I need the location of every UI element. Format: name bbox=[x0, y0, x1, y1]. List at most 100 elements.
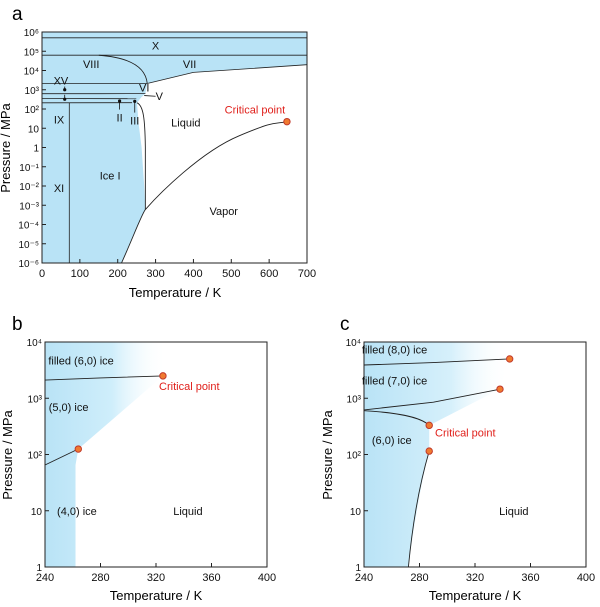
panel-c-x-tick-label: 400 bbox=[577, 572, 595, 584]
phase-label: XV bbox=[54, 76, 69, 88]
ice-phase-region bbox=[42, 32, 307, 263]
panel-label-c: c bbox=[340, 314, 350, 335]
panel-b-y-axis-label: Pressure / MPa bbox=[0, 409, 15, 499]
panel-a-y-tick-label: 10⁴ bbox=[24, 67, 39, 78]
panel-b-x-tick-label: 400 bbox=[258, 572, 276, 584]
phase-boundary bbox=[363, 388, 501, 411]
critical-point-marker bbox=[496, 385, 504, 393]
panel-a-y-tick-label: 10⁻⁶ bbox=[18, 259, 39, 270]
panel-b-x-tick-label: 240 bbox=[36, 572, 54, 584]
panel-a-y-tick-label: 10³ bbox=[25, 86, 40, 97]
critical-point-marker bbox=[159, 372, 167, 380]
ice-phase-region bbox=[364, 342, 510, 567]
panel-a-x-tick-label: 200 bbox=[109, 268, 127, 280]
critical-point-marker bbox=[74, 445, 83, 453]
phase-label: (4,0) ice bbox=[57, 506, 97, 518]
critical-point-marker bbox=[505, 355, 514, 363]
panel-a-y-tick-label: 10⁻⁵ bbox=[18, 240, 39, 251]
panel-b-y-tick-label: 1 bbox=[36, 563, 42, 574]
phase-label: filled (7,0) ice bbox=[362, 376, 427, 388]
phase-boundary bbox=[147, 64, 308, 84]
critical-point-marker bbox=[283, 117, 291, 126]
phase-boundary bbox=[363, 358, 510, 366]
panel-b-y-tick-label: 10² bbox=[28, 451, 43, 462]
phase-boundary bbox=[98, 54, 148, 84]
phase-label: (6,0) ice bbox=[372, 435, 412, 447]
panel-a: 0 100 200 300 400 500 600 700 10⁻⁶ 10⁻⁵ 10⁻⁴ 10⁻³ 1… bbox=[0, 28, 316, 300]
ice-phase-region bbox=[45, 342, 168, 567]
panel-a-x-tick-label: 300 bbox=[146, 268, 164, 280]
panel-a-x-tick-label: 0 bbox=[39, 268, 45, 280]
phase-label: V bbox=[156, 91, 164, 103]
panel-a-y-tick-label: 10⁻² bbox=[19, 182, 39, 193]
panel-c-y-tick-label: 10³ bbox=[347, 394, 362, 405]
panel-b-x-axis-label: Temperature / K bbox=[110, 588, 203, 603]
panel-a-x-tick-label: 600 bbox=[260, 268, 278, 280]
phase-boundary bbox=[121, 209, 146, 264]
panel-c-y-tick-label: 1 bbox=[355, 563, 361, 574]
phase-label: Vapor bbox=[209, 206, 238, 218]
panel-b-x-tick-label: 280 bbox=[91, 572, 109, 584]
panel-a-y-tick-label: 10 bbox=[28, 124, 40, 135]
critical-point-label: Critical point bbox=[225, 105, 286, 117]
phase-boundary bbox=[145, 121, 288, 210]
panel-a-x-tick-label: 500 bbox=[222, 268, 240, 280]
panel-a-y-tick-label: 10⁶ bbox=[24, 28, 39, 39]
phase-label: XI bbox=[54, 183, 64, 195]
panel-a-y-axis-label: Pressure / MPa bbox=[0, 102, 13, 192]
phase-label: VI bbox=[139, 83, 149, 95]
phase-label: filled (8,0) ice bbox=[362, 345, 427, 357]
critical-point-label: Critical point bbox=[159, 381, 220, 393]
panel-a-y-tick-label: 10² bbox=[25, 105, 40, 116]
phase-label: Liquid bbox=[173, 506, 202, 518]
pointer-dot bbox=[118, 99, 122, 103]
pointer-dot bbox=[63, 97, 67, 101]
panel-b-y-tick-label: 10 bbox=[31, 507, 43, 518]
panel-a-y-tick-label: 10⁻¹ bbox=[19, 163, 39, 174]
phase-label: III bbox=[130, 116, 139, 128]
panel-label-b: b bbox=[12, 314, 23, 335]
panel-b-x-tick-label: 360 bbox=[202, 572, 220, 584]
panel-b-y-tick-label: 10⁴ bbox=[27, 338, 42, 349]
phase-boundary bbox=[407, 450, 430, 568]
phase-label: VIII bbox=[83, 59, 100, 71]
panel-a-y-tick-label: 10⁻⁴ bbox=[18, 221, 39, 232]
panel-c-x-tick-label: 280 bbox=[410, 572, 428, 584]
panel-label-a: a bbox=[12, 4, 23, 25]
panel-b-y-tick-label: 10³ bbox=[28, 394, 43, 405]
phase-boundary bbox=[136, 102, 146, 210]
panel-c-x-tick-label: 320 bbox=[466, 572, 484, 584]
phase-label: VII bbox=[183, 59, 196, 71]
panel-a-x-tick-label: 700 bbox=[298, 268, 316, 280]
phase-label: Ice I bbox=[100, 171, 121, 183]
panel-b: 240 280 320 360 400 1 10 10² 10³ 10⁴ filled (6,0… bbox=[0, 338, 276, 603]
phase-boundary bbox=[44, 375, 163, 381]
panel-c-y-tick-label: 10² bbox=[347, 451, 362, 462]
panel-a-x-axis-label: Temperature / K bbox=[129, 285, 222, 300]
phase-label: X bbox=[152, 40, 160, 52]
panel-c-y-tick-label: 10⁴ bbox=[346, 338, 361, 349]
phase-label: (5,0) ice bbox=[49, 402, 89, 414]
phase-boundary bbox=[363, 410, 430, 426]
critical-point-marker bbox=[425, 421, 433, 430]
panel-c: 240 280 320 360 400 1 10 10² 10³ 10⁴ filled (8,0… bbox=[320, 338, 595, 603]
panel-a-x-tick-label: 400 bbox=[184, 268, 202, 280]
panel-c-y-tick-label: 10 bbox=[350, 507, 362, 518]
pointer-line bbox=[144, 95, 156, 97]
panel-c-x-axis-label: Temperature / K bbox=[429, 588, 522, 603]
panel-b-x-tick-label: 320 bbox=[147, 572, 165, 584]
phase-label: Liquid bbox=[171, 117, 200, 129]
phase-label: II bbox=[117, 113, 123, 125]
panel-a-y-tick-label: 10⁵ bbox=[24, 47, 39, 58]
pointer-dot bbox=[133, 99, 137, 103]
critical-point-label: Critical point bbox=[435, 427, 496, 439]
panel-a-x-tick-label: 100 bbox=[71, 268, 89, 280]
phase-label: Liquid bbox=[499, 506, 528, 518]
panel-a-y-tick-label: 10⁻³ bbox=[19, 201, 39, 212]
phase-label: IX bbox=[54, 115, 65, 127]
phase-label: filled (6,0) ice bbox=[48, 355, 113, 367]
panel-a-y-tick-label: 1 bbox=[33, 144, 39, 155]
panel-c-x-tick-label: 360 bbox=[521, 572, 539, 584]
panel-c-y-axis-label: Pressure / MPa bbox=[320, 409, 335, 499]
